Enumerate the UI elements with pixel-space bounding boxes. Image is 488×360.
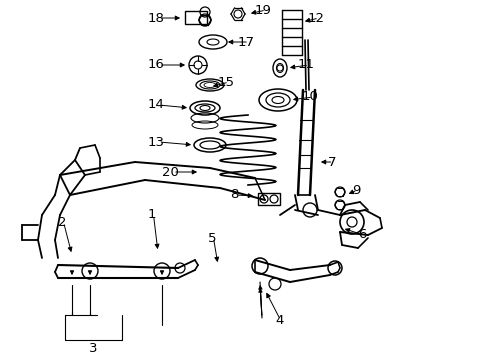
Text: 5: 5 xyxy=(207,231,216,244)
Bar xyxy=(258,193,280,205)
Text: 6: 6 xyxy=(357,229,366,242)
Text: 10: 10 xyxy=(302,90,318,104)
Text: 20: 20 xyxy=(162,166,179,179)
Text: 18: 18 xyxy=(148,12,164,24)
Text: 1: 1 xyxy=(148,208,156,221)
Text: 3: 3 xyxy=(88,342,97,355)
Text: 2: 2 xyxy=(58,216,66,229)
Bar xyxy=(184,11,206,24)
Text: 15: 15 xyxy=(218,76,235,89)
Text: 8: 8 xyxy=(229,189,238,202)
Text: 16: 16 xyxy=(148,58,164,72)
Text: 14: 14 xyxy=(148,99,164,112)
Text: 7: 7 xyxy=(327,156,336,168)
Text: 9: 9 xyxy=(351,184,360,197)
Text: 13: 13 xyxy=(148,135,164,148)
Text: 4: 4 xyxy=(274,314,283,327)
Text: 17: 17 xyxy=(238,36,254,49)
Text: 19: 19 xyxy=(254,4,271,17)
Text: 12: 12 xyxy=(307,12,325,24)
Text: 11: 11 xyxy=(297,58,314,72)
